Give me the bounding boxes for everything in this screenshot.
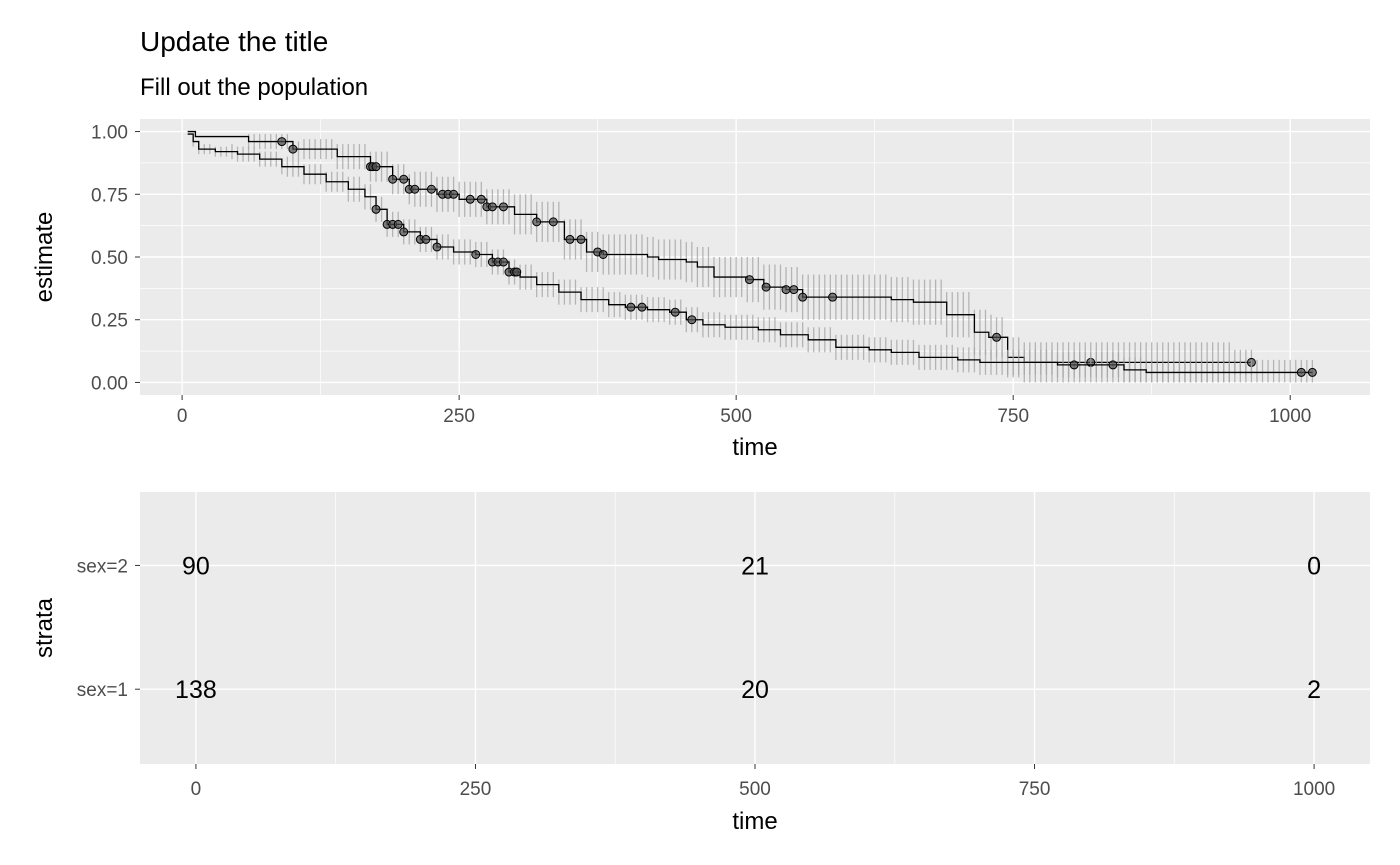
km-censor-point-series-1 — [565, 234, 575, 244]
km-censor-point-series-1 — [487, 202, 497, 212]
km-x-axis-title: time — [732, 434, 777, 461]
km-x-tick-label: 750 — [997, 406, 1029, 427]
km-censor-point-series-2 — [498, 257, 508, 267]
km-x-tick-label: 250 — [443, 406, 475, 427]
km-censor-point-series-1 — [532, 217, 542, 227]
risk-table-x-tick-label: 250 — [460, 779, 492, 800]
km-y-tick-label: 0.75 — [91, 185, 128, 206]
km-censor-point-series-1 — [761, 282, 771, 292]
km-censor-point-series-1 — [426, 184, 436, 194]
km-censor-point-series-1 — [410, 184, 420, 194]
risk-table-count: 138 — [175, 676, 217, 704]
km-censor-point-series-1 — [798, 292, 808, 302]
km-censor-point-series-2 — [1296, 367, 1306, 377]
risk-table-y-axis-title: strata — [31, 597, 58, 658]
risk-table-x-tick-label: 1000 — [1293, 779, 1335, 800]
km-censor-point-series-1 — [449, 189, 459, 199]
km-x-tick-label: 0 — [177, 406, 188, 427]
km-y-tick-label: 0.25 — [91, 311, 128, 332]
km-censor-point-series-1 — [744, 275, 754, 285]
km-censor-point-series-2 — [1307, 367, 1317, 377]
km-censor-point-series-1 — [399, 174, 409, 184]
risk-table-count: 0 — [1307, 552, 1321, 580]
risk-table-count: 21 — [741, 552, 769, 580]
km-censor-point-series-1 — [781, 285, 791, 295]
km-censor-point-series-1 — [548, 217, 558, 227]
risk-table-x-tick-label: 0 — [191, 779, 202, 800]
km-censor-point-series-2 — [626, 302, 636, 312]
km-censor-point-series-1 — [992, 332, 1002, 342]
km-curve-series-1 — [187, 130, 1252, 364]
km-censor-point-series-2 — [670, 307, 680, 317]
risk-table-x-tick-label: 500 — [739, 779, 771, 800]
km-censor-point-series-2 — [637, 302, 647, 312]
risk-table-x-axis-title: time — [732, 808, 777, 835]
km-y-tick-label: 1.00 — [91, 123, 128, 144]
risk-table-strata-label: sex=2 — [77, 556, 128, 577]
km-curve-series-2 — [187, 133, 1313, 374]
risk-table-strata-label: sex=1 — [77, 680, 128, 701]
km-censor-point-series-2 — [687, 315, 697, 325]
km-censor-point-series-2 — [1069, 360, 1079, 370]
chart-subtitle: Fill out the population — [140, 74, 369, 101]
km-censor-point-series-1 — [789, 285, 799, 295]
km-censor-point-series-2 — [512, 267, 522, 277]
km-y-axis-title: estimate — [31, 212, 58, 303]
km-censor-point-series-2 — [421, 234, 431, 244]
km-x-tick-label: 500 — [720, 406, 752, 427]
km-y-tick-label: 0.00 — [91, 373, 128, 394]
km-censor-point-series-1 — [828, 292, 838, 302]
chart-title: Update the title — [140, 26, 329, 57]
km-censor-point-series-1 — [498, 202, 508, 212]
km-censor-point-series-1 — [476, 194, 486, 204]
km-censor-point-series-2 — [471, 249, 481, 259]
km-censor-point-series-1 — [288, 144, 298, 154]
km-censor-point-series-1 — [371, 162, 381, 172]
risk-table-count: 90 — [182, 552, 210, 580]
km-x-tick-label: 1000 — [1269, 406, 1311, 427]
risk-table-x-tick-label: 750 — [1019, 779, 1051, 800]
km-y-tick-label: 0.50 — [91, 248, 128, 269]
km-censor-point-series-2 — [432, 242, 442, 252]
km-censor-point-series-2 — [393, 219, 403, 229]
km-censor-point-series-2 — [1108, 360, 1118, 370]
risk-table-count: 20 — [741, 676, 769, 704]
km-censor-point-series-1 — [465, 194, 475, 204]
km-censor-point-series-1 — [388, 174, 398, 184]
km-censor-point-series-1 — [277, 137, 287, 147]
km-censor-point-series-2 — [399, 227, 409, 237]
km-censor-point-series-2 — [371, 204, 381, 214]
km-censor-point-series-1 — [598, 249, 608, 259]
risk-table-count: 2 — [1307, 676, 1321, 704]
km-censor-point-series-1 — [576, 234, 586, 244]
